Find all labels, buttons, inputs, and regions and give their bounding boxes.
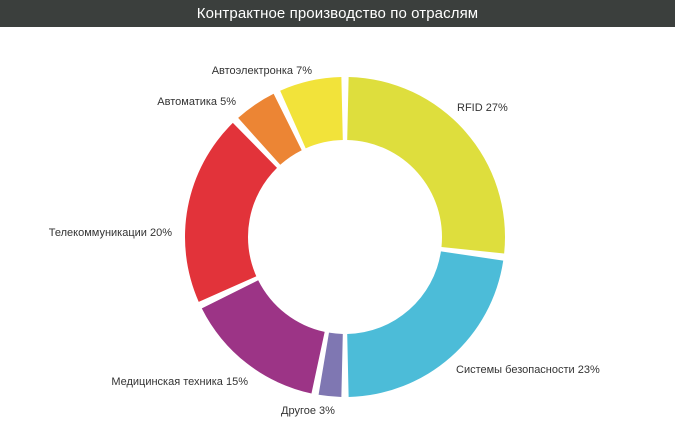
slice-label-4: Медицинская техника 15% [111, 376, 248, 388]
slice-3 [318, 332, 343, 397]
slice-1 [347, 77, 505, 254]
slice-label-6: Автоматика 5% [157, 96, 236, 108]
slice-label-2: Системы безопасности 23% [456, 364, 600, 376]
slice-6 [238, 93, 302, 165]
slice-7 [280, 77, 343, 149]
slice-5 [184, 122, 278, 302]
slice-2 [347, 251, 504, 397]
slice-label-1: RFID 27% [457, 102, 508, 114]
slice-label-5: Телекоммуникации 20% [49, 227, 172, 239]
slice-4 [201, 280, 325, 394]
slice-label-3: Другое 3% [281, 405, 335, 417]
slice-label-7: Автоэлектронка 7% [212, 65, 313, 77]
chart-title: Контрактное производство по отраслям [196, 5, 479, 22]
chart-title-bar: Контрактное производство по отраслям [0, 0, 675, 27]
